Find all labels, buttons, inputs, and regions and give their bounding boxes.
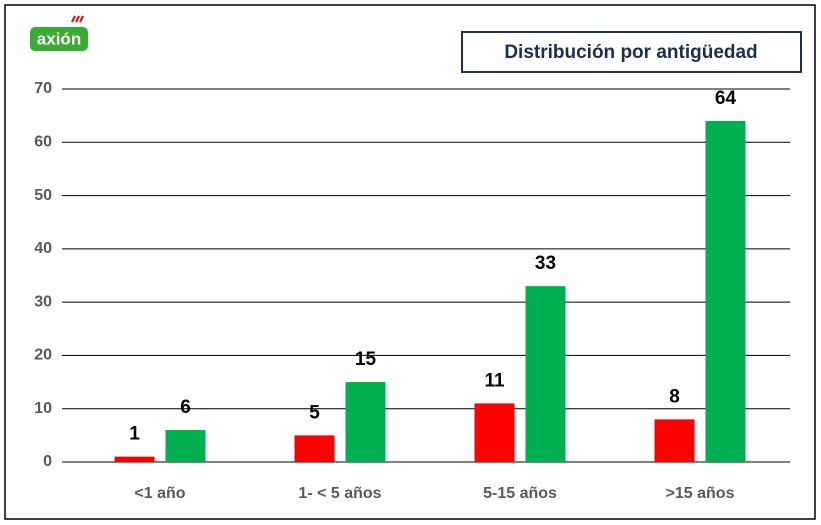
value-label: 1 (129, 424, 140, 445)
bar (525, 286, 566, 462)
value-label: 5 (309, 402, 320, 423)
y-tick-label: 30 (34, 293, 52, 310)
bar (705, 120, 746, 462)
bar (654, 419, 695, 462)
bar (474, 403, 515, 462)
value-label: 33 (535, 253, 556, 274)
value-label: 8 (669, 386, 680, 407)
y-tick-label: 0 (43, 453, 52, 470)
value-label: 64 (715, 88, 737, 109)
logo-accent (71, 15, 84, 23)
logo-badge (30, 27, 88, 51)
x-tick-label: <1 año (134, 485, 185, 502)
bar (294, 435, 335, 462)
bar (165, 430, 206, 462)
x-tick-label: 5-15 años (483, 485, 557, 502)
x-tick-label: 1- < 5 años (298, 485, 381, 502)
chart-title: Distribución por antigüedad (504, 42, 757, 63)
y-tick-label: 40 (34, 240, 52, 257)
logo-text: axión (37, 29, 81, 48)
y-tick-label: 20 (34, 347, 52, 364)
x-tick-label: >15 años (666, 485, 735, 502)
bar (114, 456, 155, 462)
y-tick-label: 10 (34, 400, 52, 417)
bar (345, 382, 386, 462)
value-label: 15 (355, 349, 377, 370)
title-box (461, 31, 802, 73)
y-tick-label: 50 (34, 187, 52, 204)
y-tick-label: 60 (34, 134, 52, 151)
y-tick-label: 70 (34, 80, 52, 97)
value-label: 6 (180, 397, 191, 418)
value-label: 11 (484, 370, 505, 391)
